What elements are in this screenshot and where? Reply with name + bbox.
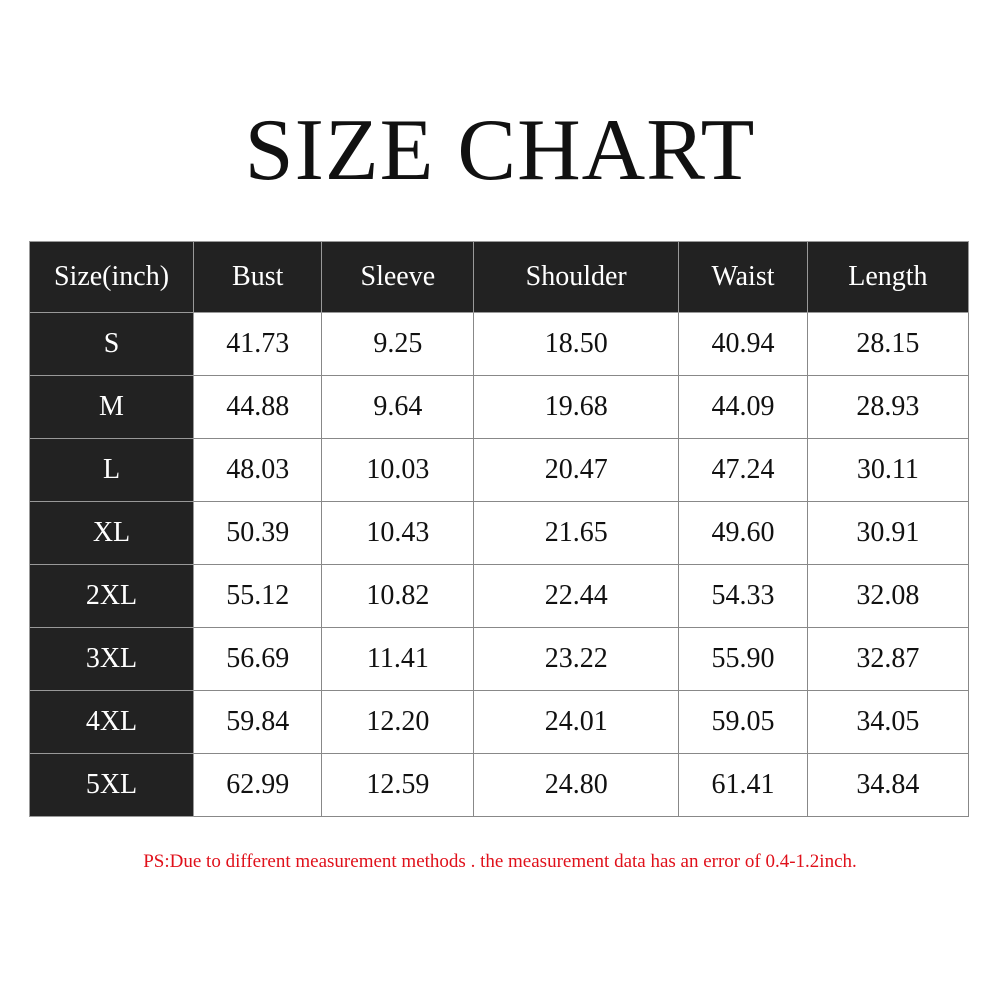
table-cell: 20.47 (473, 438, 680, 502)
table-cell: 50.39 (192, 501, 323, 565)
size-label: 5XL (29, 753, 194, 817)
column-header: Waist (678, 241, 808, 313)
table-cell: 23.22 (473, 627, 680, 691)
table-cell: 55.12 (192, 564, 323, 628)
table-cell: 59.05 (678, 690, 808, 754)
column-header: Length (806, 241, 970, 313)
table-cell: 34.05 (806, 690, 970, 754)
table-cell: 22.44 (473, 564, 680, 628)
table-cell: 62.99 (192, 753, 323, 817)
table-row: 5XL 62.99 12.59 24.80 61.41 34.84 (29, 753, 970, 817)
page-title: SIZE CHART (244, 102, 756, 199)
table-cell: 55.90 (678, 627, 808, 691)
column-header: Bust (192, 241, 323, 313)
table-cell: 24.01 (473, 690, 680, 754)
table-cell: 48.03 (192, 438, 323, 502)
table-cell: 11.41 (321, 627, 475, 691)
table-row: M 44.88 9.64 19.68 44.09 28.93 (29, 375, 970, 439)
table-cell: 9.25 (321, 312, 475, 376)
table-cell: 18.50 (473, 312, 680, 376)
table-cell: 44.88 (192, 375, 323, 439)
table-cell: 56.69 (192, 627, 323, 691)
table-row: L 48.03 10.03 20.47 47.24 30.11 (29, 438, 970, 502)
table-cell: 21.65 (473, 501, 680, 565)
table-cell: 10.03 (321, 438, 475, 502)
table-row: 3XL 56.69 11.41 23.22 55.90 32.87 (29, 627, 970, 691)
table-cell: 34.84 (806, 753, 970, 817)
table-cell: 41.73 (192, 312, 323, 376)
table-cell: 10.43 (321, 501, 475, 565)
size-label: 4XL (29, 690, 194, 754)
table-cell: 59.84 (192, 690, 323, 754)
table-cell: 44.09 (678, 375, 808, 439)
table-cell: 49.60 (678, 501, 808, 565)
table-cell: 12.20 (321, 690, 475, 754)
table-cell: 12.59 (321, 753, 475, 817)
column-header: Shoulder (473, 241, 680, 313)
table-cell: 32.08 (806, 564, 970, 628)
table-row: S 41.73 9.25 18.50 40.94 28.15 (29, 312, 970, 376)
table-cell: 9.64 (321, 375, 475, 439)
size-table: Size(inch) Bust Sleeve Shoulder Waist Length … (29, 241, 970, 817)
table-row: XL 50.39 10.43 21.65 49.60 30.91 (29, 501, 970, 565)
table-cell: 10.82 (321, 564, 475, 628)
table-cell: 30.91 (806, 501, 970, 565)
table-cell: 54.33 (678, 564, 808, 628)
table-cell: 40.94 (678, 312, 808, 376)
table-row: 2XL 55.12 10.82 22.44 54.33 32.08 (29, 564, 970, 628)
table-cell: 28.15 (806, 312, 970, 376)
table-cell: 24.80 (473, 753, 680, 817)
table-cell: 47.24 (678, 438, 808, 502)
size-label: XL (29, 501, 194, 565)
table-cell: 61.41 (678, 753, 808, 817)
column-header: Sleeve (321, 241, 475, 313)
table-cell: 28.93 (806, 375, 970, 439)
table-row: 4XL 59.84 12.20 24.01 59.05 34.05 (29, 690, 970, 754)
table-cell: 30.11 (806, 438, 970, 502)
size-label: 2XL (29, 564, 194, 628)
size-label: L (29, 438, 194, 502)
size-label: 3XL (29, 627, 194, 691)
size-label: M (29, 375, 194, 439)
measurement-note: PS:Due to different measurement methods … (143, 851, 857, 872)
column-header: Size(inch) (29, 241, 194, 313)
size-label: S (29, 312, 194, 376)
table-cell: 32.87 (806, 627, 970, 691)
table-cell: 19.68 (473, 375, 680, 439)
header-row: Size(inch) Bust Sleeve Shoulder Waist Length (29, 241, 970, 313)
